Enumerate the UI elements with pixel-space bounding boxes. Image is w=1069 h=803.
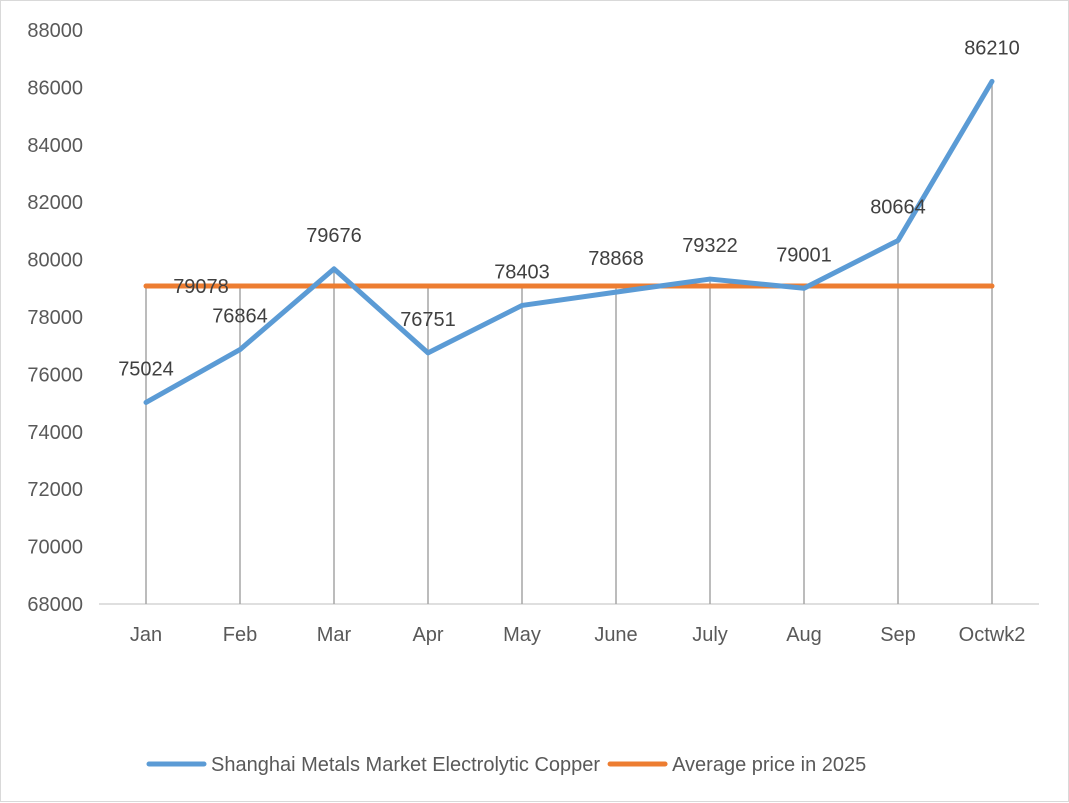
data-label: 78403 — [494, 261, 550, 283]
series-line-electrolytic-copper — [143, 78, 995, 405]
y-tick-label: 70000 — [27, 537, 83, 559]
x-axis-tick-labels: Jan Feb Mar Apr May June July Aug Sep Octwk2 — [130, 624, 1025, 646]
x-tick-label: Octwk2 — [959, 624, 1026, 646]
y-tick-label: 72000 — [27, 479, 83, 501]
x-tick-label: June — [594, 624, 637, 646]
data-label: 75024 — [118, 358, 174, 380]
legend: Shanghai Metals Market Electrolytic Copp… — [146, 754, 866, 776]
data-label: 79322 — [682, 235, 738, 257]
x-tick-label: Apr — [412, 624, 443, 646]
legend-label-copper: Shanghai Metals Market Electrolytic Copp… — [211, 754, 600, 776]
data-label: 79676 — [306, 225, 362, 247]
x-tick-label: Aug — [786, 624, 822, 646]
data-label: 76864 — [212, 306, 268, 328]
series-lines — [143, 78, 995, 405]
x-tick-label: May — [503, 624, 541, 646]
y-tick-label: 76000 — [27, 364, 83, 386]
legend-label-average: Average price in 2025 — [672, 754, 866, 776]
drop-lines — [145, 81, 993, 604]
data-label: 79001 — [776, 244, 832, 266]
y-tick-label: 74000 — [27, 422, 83, 444]
y-tick-label: 88000 — [27, 20, 83, 42]
x-tick-label: Feb — [223, 624, 257, 646]
data-label: 76751 — [400, 309, 456, 331]
x-tick-label: Mar — [317, 624, 352, 646]
x-tick-label: Jan — [130, 624, 162, 646]
y-tick-label: 80000 — [27, 250, 83, 272]
y-tick-label: 86000 — [27, 77, 83, 99]
x-tick-label: July — [692, 624, 728, 646]
y-tick-label: 78000 — [27, 307, 83, 329]
data-labels: 75024 76864 79676 76751 78403 78868 79322 79001… — [118, 37, 1020, 380]
y-tick-label: 68000 — [27, 594, 83, 616]
data-label: 78868 — [588, 248, 644, 270]
y-tick-label: 84000 — [27, 135, 83, 157]
y-axis-tick-labels: 68000 70000 72000 74000 76000 78000 80000 82000… — [27, 20, 83, 616]
data-label: 80664 — [870, 197, 926, 219]
y-tick-label: 82000 — [27, 192, 83, 214]
x-tick-label: Sep — [880, 624, 916, 646]
data-label: 86210 — [964, 37, 1020, 59]
data-label-average: 79078 — [173, 276, 229, 298]
